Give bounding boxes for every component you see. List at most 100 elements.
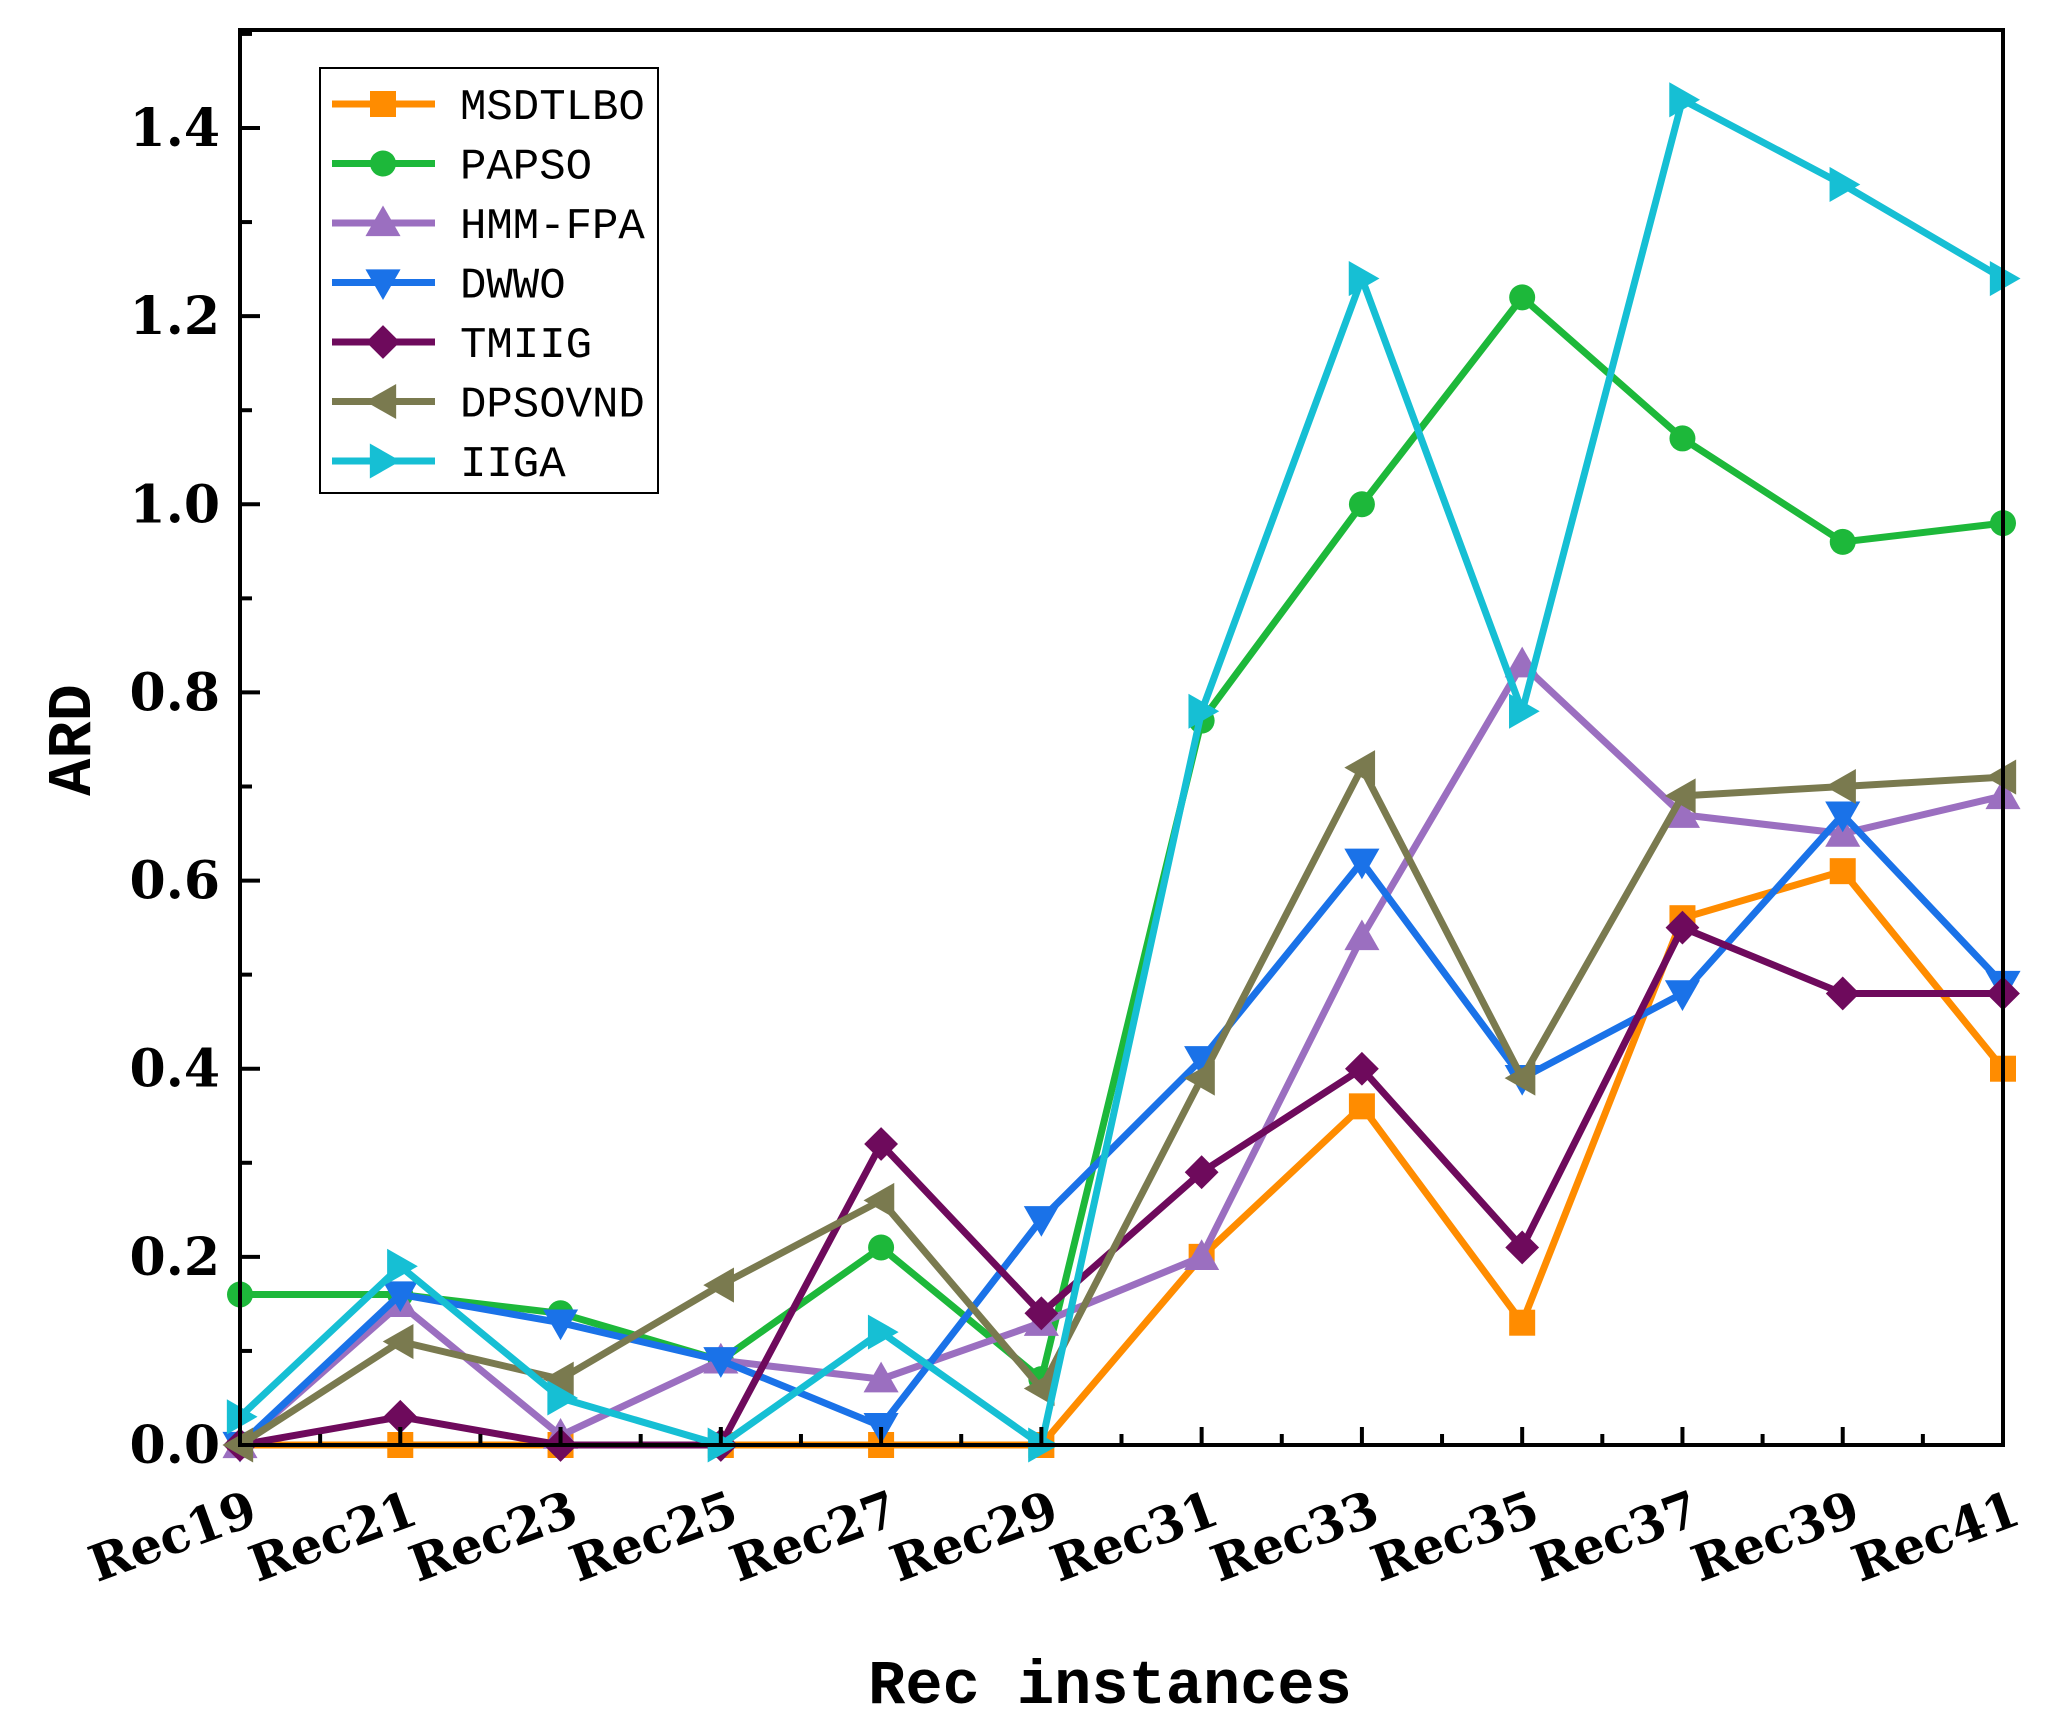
- y-tick-label: 1.2: [130, 286, 220, 347]
- data-point-dwwo: [1023, 1206, 1059, 1237]
- legend-label: DPSOVND: [460, 381, 645, 431]
- x-tick-label: Rec41: [1844, 1479, 2027, 1594]
- data-point-dpsovnd: [1825, 768, 1856, 805]
- legend-item-hmm-fpa: HMM-FPA: [332, 202, 645, 252]
- series-line-papso: [240, 293, 2004, 1383]
- x-tick-label: Rec37: [1523, 1479, 1706, 1594]
- data-point-dpsovnd: [222, 1427, 254, 1463]
- data-point-iiga: [1188, 693, 1220, 729]
- series-layer: [222, 82, 2021, 1463]
- data-point-tmiig: [383, 1399, 418, 1434]
- data-point-iiga: [867, 1314, 899, 1350]
- data-point-dpsovnd: [703, 1267, 734, 1303]
- legend-item-tmiig: TMIIG: [332, 321, 592, 371]
- legend-item-dpsovnd: DPSOVND: [332, 381, 645, 431]
- data-point-iiga: [1669, 82, 1701, 118]
- legend-item-iiga: IIGA: [332, 440, 566, 490]
- y-tick-label: 0.2: [130, 1227, 220, 1288]
- x-tick-label: Rec33: [1203, 1479, 1386, 1594]
- y-tick-label: 0.0: [130, 1415, 220, 1476]
- data-point-tmiig: [1505, 1230, 1540, 1265]
- data-point-iiga: [1989, 260, 2021, 297]
- legend-label: HMM-FPA: [460, 202, 645, 252]
- x-tick-label: Rec35: [1363, 1479, 1546, 1594]
- series-line-hmm-fpa: [237, 660, 2004, 1448]
- data-point-papso: [1509, 284, 1536, 311]
- data-point-iiga: [1509, 693, 1540, 729]
- data-point-iiga: [226, 1399, 258, 1435]
- series-tmiig: [223, 910, 2020, 1462]
- data-point-dpsovnd: [542, 1361, 574, 1397]
- y-axis: 0.0 0.2 0.4 0.6 0.8 1.0 1.2 1.4: [130, 31, 260, 1476]
- legend-swatch-marker: [365, 205, 401, 237]
- data-point-msdtlbo: [1509, 1309, 1536, 1336]
- y-tick-label: 1.4: [130, 98, 220, 159]
- y-tick-label: 1.0: [130, 474, 220, 535]
- data-point-dpsovnd: [1664, 778, 1696, 814]
- legend-swatch-marker: [366, 325, 400, 359]
- x-axis-title: Rec instances: [868, 1651, 1352, 1722]
- data-point-dwwo: [382, 1281, 418, 1313]
- legend-label: PAPSO: [460, 143, 592, 193]
- series-line-msdtlbo: [240, 867, 2006, 1449]
- data-point-iiga: [1829, 166, 1861, 202]
- data-point-dpsovnd: [1985, 759, 2017, 795]
- data-point-tmiig: [1825, 976, 1860, 1011]
- data-point-tmiig: [1345, 1051, 1379, 1086]
- data-point-dwwo: [1825, 801, 1861, 833]
- data-point-iiga: [387, 1248, 418, 1284]
- legend-item-msdtlbo: MSDTLBO: [332, 83, 645, 133]
- legend-swatch-marker: [369, 443, 401, 479]
- data-point-papso: [1348, 491, 1375, 518]
- data-point-papso: [868, 1234, 895, 1261]
- y-tick-label: 0.8: [130, 662, 220, 723]
- x-tick-label: Rec31: [1043, 1479, 1226, 1594]
- x-tick-label: Rec25: [562, 1479, 745, 1594]
- data-point-iiga: [547, 1380, 579, 1416]
- x-tick-label: Rec23: [402, 1479, 585, 1594]
- data-point-iiga: [1348, 260, 1380, 297]
- x-tick-label: Rec19: [81, 1479, 264, 1594]
- data-point-msdtlbo: [1829, 858, 1856, 885]
- legend-swatch-marker: [365, 269, 401, 301]
- x-tick-label: Rec21: [241, 1479, 424, 1594]
- series-line-dwwo: [237, 811, 2006, 1448]
- legend-swatch-marker: [365, 383, 397, 420]
- data-point-msdtlbo: [1348, 1093, 1375, 1120]
- data-point-hmm-fpa: [1664, 797, 1701, 828]
- data-point-dwwo: [1344, 848, 1380, 880]
- legend-label: MSDTLBO: [460, 83, 645, 133]
- series-line-iiga: [237, 96, 2005, 1449]
- data-point-dpsovnd: [1344, 750, 1376, 786]
- data-point-hmm-fpa: [1344, 919, 1380, 951]
- y-axis-title: ARD: [38, 684, 109, 796]
- y-tick-label: 0.6: [130, 851, 220, 912]
- legend-label: DWWO: [460, 262, 566, 312]
- legend-swatch-marker: [370, 150, 396, 177]
- data-point-dwwo: [1664, 980, 1701, 1012]
- series-msdtlbo: [227, 858, 2016, 1458]
- series-line-tmiig: [239, 924, 2003, 1449]
- data-point-dpsovnd: [382, 1323, 414, 1360]
- data-point-dwwo: [703, 1347, 739, 1378]
- legend-swatch-marker: [370, 91, 396, 117]
- data-point-papso: [1829, 528, 1856, 555]
- data-point-papso: [1669, 425, 1696, 452]
- data-point-dpsovnd: [1023, 1371, 1055, 1407]
- data-point-tmiig: [864, 1127, 898, 1161]
- legend-item-papso: PAPSO: [332, 143, 592, 193]
- series-iiga: [226, 82, 2021, 1463]
- data-point-dwwo: [542, 1309, 579, 1341]
- legend: MSDTLBO PAPSO HMM-FPA DWWO TMIIG DPSOVND IIGA: [319, 67, 659, 494]
- data-point-tmiig: [1665, 910, 1700, 945]
- data-point-hmm-fpa: [863, 1361, 899, 1393]
- data-point-dpsovnd: [1184, 1060, 1215, 1096]
- data-point-tmiig: [1024, 1296, 1059, 1331]
- x-tick-label: Rec27: [722, 1479, 905, 1594]
- legend-label: IIGA: [460, 440, 566, 490]
- x-tick-label: Rec29: [882, 1479, 1065, 1594]
- data-point-dpsovnd: [863, 1182, 895, 1218]
- legend-label: TMIIG: [460, 321, 592, 371]
- data-point-tmiig: [1184, 1155, 1219, 1190]
- legend-item-dwwo: DWWO: [332, 262, 566, 312]
